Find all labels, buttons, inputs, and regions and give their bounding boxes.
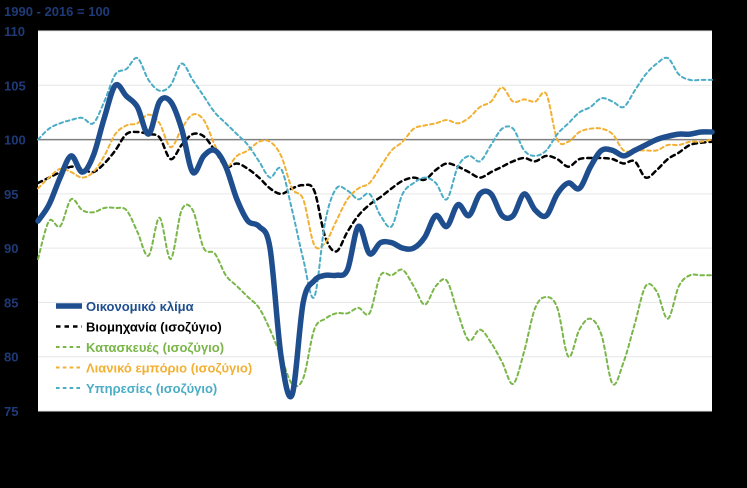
- y-tick-label: 100: [4, 133, 26, 148]
- series-line-2: [37, 86, 713, 250]
- y-tick-label: 80: [4, 350, 18, 365]
- legend-label-4: Υπηρεσίες (ισοζύγιο): [86, 381, 217, 396]
- plot-area: [38, 31, 712, 411]
- series-line-3: [37, 56, 713, 299]
- legend-label-1: Βιομηχανία (ισοζύγιο): [86, 320, 222, 335]
- series-line-0: [36, 130, 714, 253]
- y-axis-ticks: 75 80 85 90 95 100 105 110: [4, 24, 26, 419]
- y-tick-label: 85: [4, 295, 18, 310]
- legend-label-3: Λιανικό εμπόριο (ισοζύγιο): [86, 361, 252, 376]
- legend: Οικονομικό κλίμα Βιομηχανία (ισοζύγιο) Κατ…: [56, 299, 252, 396]
- series-line-1: [37, 197, 713, 388]
- y-tick-label: 110: [4, 24, 25, 39]
- legend-label-0: Οικονομικό κλίμα: [86, 299, 194, 314]
- y-tick-label: 75: [4, 404, 18, 419]
- y-tick-label: 90: [4, 241, 18, 256]
- series-group: [35, 56, 715, 400]
- y-tick-label: 95: [4, 187, 18, 202]
- y-tick-label: 105: [4, 78, 26, 93]
- legend-label-2: Κατασκευές (ισοζύγιο): [86, 340, 224, 355]
- unit-label: 1990 - 2016 = 100: [4, 4, 110, 19]
- series-line-4: [35, 81, 715, 400]
